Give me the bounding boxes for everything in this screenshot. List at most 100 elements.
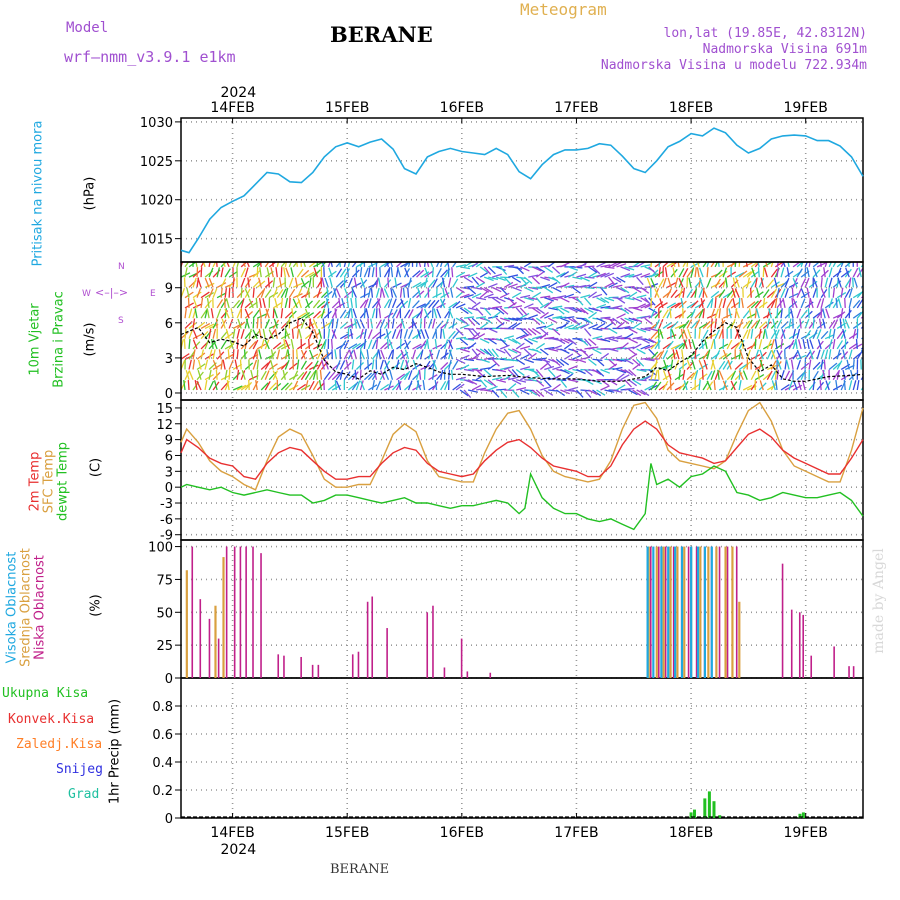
- wind-barb: [718, 308, 721, 319]
- cloud-bar: [790, 609, 793, 678]
- wind-barb: [463, 276, 473, 284]
- wind-barb: [745, 262, 748, 267]
- wind-barb: [193, 298, 198, 309]
- wind-barb: [512, 317, 523, 322]
- pressure-line: [180, 127, 864, 254]
- wind-barb: [734, 288, 740, 298]
- wind-barb: [754, 291, 764, 299]
- wind-barb: [204, 277, 210, 288]
- wind-barb: [309, 353, 319, 360]
- wind-barb: [768, 308, 772, 319]
- wind-barb: [184, 262, 190, 268]
- wind-barb: [204, 282, 215, 288]
- wind-barb: [280, 361, 289, 370]
- wind-barb: [824, 301, 834, 309]
- wind-barb: [632, 286, 642, 293]
- wind-barb: [667, 369, 672, 380]
- wind-barb: [852, 311, 862, 319]
- wind-barb: [580, 307, 589, 315]
- wind-barb: [543, 358, 552, 368]
- wind-barb: [706, 349, 711, 360]
- wind-barb: [580, 276, 590, 282]
- wind-barb: [250, 369, 254, 380]
- wind-barb: [650, 262, 653, 267]
- wind-barb: [467, 379, 478, 386]
- wind-barb: [476, 327, 487, 330]
- wind-barb: [252, 318, 255, 329]
- wind-barb: [624, 368, 634, 376]
- wind-barb: [416, 350, 423, 360]
- wind-barb: [568, 365, 578, 371]
- wind-barb: [331, 372, 340, 381]
- wind-barb: [307, 338, 311, 350]
- wind-barb: [407, 277, 412, 288]
- wind-barb: [218, 349, 222, 360]
- wind-barb: [352, 308, 357, 319]
- wind-barb: [308, 318, 314, 329]
- cloud-bar: [662, 546, 665, 678]
- wind-barb: [539, 348, 549, 356]
- wind-barb: [576, 307, 586, 314]
- wind-barb: [204, 291, 214, 299]
- wind-barb: [515, 297, 526, 304]
- wind-barb: [448, 359, 452, 370]
- wind-barb: [616, 368, 627, 374]
- wind-barb: [658, 278, 665, 288]
- wind-barb: [452, 300, 461, 309]
- wind-barb: [519, 327, 529, 336]
- wind-barb: [775, 379, 778, 391]
- compass-east: E: [150, 289, 156, 299]
- wind-barb: [491, 389, 500, 398]
- wind-barb: [324, 277, 329, 288]
- wind-barb: [539, 311, 549, 319]
- wind-barb: [448, 308, 454, 319]
- cloud-bar: [185, 570, 188, 678]
- wind-barb: [515, 368, 525, 376]
- wind-barb: [848, 380, 853, 391]
- wind-barb: [540, 264, 551, 268]
- wind-barb: [293, 282, 303, 288]
- wind-speed-line: [180, 317, 864, 382]
- wind-barb: [822, 318, 826, 329]
- wind-barb: [232, 372, 241, 381]
- compass-cross: <–|–>: [95, 286, 129, 299]
- wind-barb: [690, 370, 698, 381]
- wind-barb: [787, 262, 790, 268]
- wind-barb: [316, 300, 326, 309]
- wind-barb: [391, 309, 398, 319]
- wind-barb: [824, 349, 829, 360]
- wind-barb: [682, 369, 686, 380]
- wind-barb: [252, 349, 258, 360]
- wind-barb: [424, 299, 432, 309]
- y-tick-label: 6: [165, 449, 173, 464]
- wind-barb: [216, 262, 218, 267]
- wind-barb: [503, 276, 512, 285]
- wind-barb: [800, 288, 806, 298]
- cloud-bar: [652, 546, 655, 678]
- wind-barb: [828, 298, 833, 309]
- wind-barb: [448, 349, 452, 360]
- wind-barb: [495, 266, 506, 272]
- wind-barb: [200, 322, 211, 330]
- wind-barb: [671, 329, 676, 339]
- cloud-bar: [649, 546, 652, 678]
- wind-barb: [467, 342, 477, 350]
- wind-barb: [837, 277, 842, 288]
- wind-barb: [551, 358, 561, 367]
- wind-barb: [194, 308, 198, 319]
- wind-barb: [335, 360, 341, 370]
- wind-barb: [588, 338, 597, 346]
- wind-barb: [860, 375, 863, 381]
- wind-barb: [680, 297, 684, 309]
- cloud-bar: [687, 546, 690, 678]
- wind-barb: [560, 368, 570, 375]
- wind-barb: [812, 370, 819, 381]
- wind-barb: [612, 346, 623, 350]
- wind-barb: [722, 360, 729, 370]
- wind-barb: [322, 318, 325, 329]
- wind-barb: [576, 324, 586, 330]
- wind-barb: [504, 327, 515, 330]
- wind-barb: [552, 344, 563, 350]
- wind-barb: [507, 383, 517, 391]
- wind-barb: [620, 266, 631, 272]
